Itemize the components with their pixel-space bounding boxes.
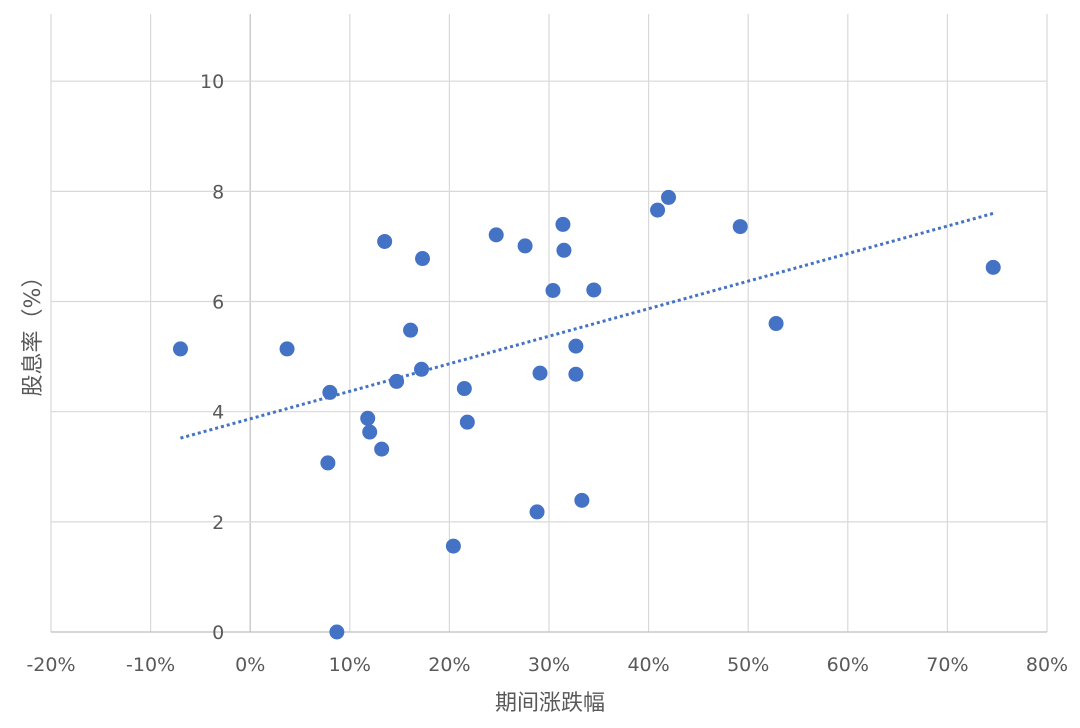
x-tick-label: 50% (727, 654, 769, 676)
x-tick-label: -20% (26, 654, 75, 676)
data-point (389, 373, 405, 389)
data-point (529, 504, 545, 520)
x-tick-label: 20% (428, 654, 470, 676)
y-tick-labels: 0 2 4 6 8 10 (200, 71, 224, 644)
data-point (650, 202, 666, 218)
x-tick-label: 80% (1026, 654, 1068, 676)
data-point (985, 259, 1001, 275)
x-tick-label: 0% (235, 654, 265, 676)
data-point (403, 322, 419, 338)
x-tick-labels: -20% -10% 0% 10% 20% 30% 40% 50% 60% 70% 80% (26, 654, 1068, 676)
data-point (532, 365, 548, 381)
data-point (488, 227, 504, 243)
data-points (172, 189, 1001, 640)
x-tick-label: 60% (827, 654, 869, 676)
data-point (568, 366, 584, 382)
x-tick-label: 10% (329, 654, 371, 676)
data-point (545, 283, 561, 299)
y-tick-label: 6 (212, 292, 224, 314)
x-tick-label: 30% (528, 654, 570, 676)
y-tick-label: 2 (212, 512, 224, 534)
y-tick-label: 10 (200, 71, 224, 93)
data-point (362, 424, 378, 440)
data-point (732, 219, 748, 235)
data-point (374, 441, 390, 457)
data-point (322, 384, 338, 400)
x-tick-label: 70% (926, 654, 968, 676)
data-point (568, 338, 584, 354)
data-point (517, 238, 533, 254)
y-axis-title: 股息率（%） (21, 266, 46, 397)
x-axis-title: 期间涨跌幅 (495, 691, 605, 716)
data-point (320, 455, 336, 471)
data-point (415, 251, 431, 267)
x-tick-label: -10% (126, 654, 175, 676)
data-point (768, 316, 784, 332)
y-tick-label: 4 (212, 402, 224, 424)
trendline-layer (180, 211, 994, 440)
trendline (180, 211, 994, 440)
data-point (459, 414, 475, 430)
data-point (377, 233, 393, 249)
x-tick-label: 40% (627, 654, 669, 676)
y-tick-label: 8 (212, 181, 224, 203)
data-point (172, 341, 188, 357)
data-point (574, 492, 590, 508)
data-point (456, 381, 472, 397)
data-point (445, 538, 461, 554)
data-point (556, 242, 572, 258)
data-point (586, 282, 602, 298)
data-point (360, 410, 376, 426)
data-point (329, 624, 345, 640)
data-point (279, 341, 295, 357)
y-tick-label: 0 (212, 622, 224, 644)
data-point (555, 216, 571, 232)
grid-lines (50, 14, 1048, 633)
data-point (661, 189, 677, 205)
data-point (414, 361, 430, 377)
